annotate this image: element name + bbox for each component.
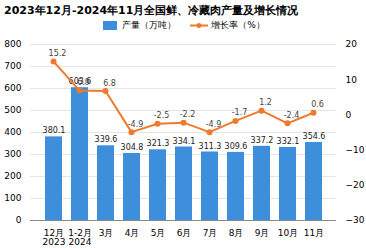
svg-text:100: 100 — [4, 193, 21, 203]
svg-text:309.6: 309.6 — [225, 142, 248, 151]
svg-text:11月: 11月 — [304, 228, 324, 238]
svg-text:12月2023: 12月2023 — [43, 228, 66, 247]
svg-text:-2.4: -2.4 — [284, 111, 300, 120]
svg-text:311.3: 311.3 — [199, 142, 222, 151]
html-text:2023年12月-2024年11月全国鲜、冷藏肉产量及增长情: 2023年12月-2024年11月全国鲜、冷藏肉产量及增长情况 — [4, 4, 299, 17]
svg-text:6.9: 6.9 — [77, 78, 90, 87]
svg-text:−10: −10 — [346, 145, 365, 155]
svg-text:354.6: 354.6 — [303, 132, 326, 141]
svg-text:−20: −20 — [346, 180, 365, 190]
svg-text:-2.5: -2.5 — [154, 111, 170, 120]
svg-text:400: 400 — [4, 127, 21, 137]
svg-text:0.6: 0.6 — [311, 100, 324, 109]
svg-text:9月: 9月 — [255, 228, 270, 238]
svg-text:6.8: 6.8 — [103, 79, 116, 88]
svg-text:0: 0 — [16, 215, 22, 225]
svg-text:304.8: 304.8 — [121, 143, 144, 152]
svg-text:3月: 3月 — [99, 228, 114, 238]
svg-text:700: 700 — [4, 61, 21, 71]
svg-text:15.2: 15.2 — [49, 49, 67, 58]
svg-text:7月: 7月 — [203, 228, 218, 238]
svg-text:339.6: 339.6 — [95, 135, 118, 144]
svg-text:-4.9: -4.9 — [128, 120, 144, 129]
svg-text:300: 300 — [4, 149, 21, 159]
html-text:产量（万吨）: 产量（万吨） — [122, 19, 177, 30]
svg-text:0: 0 — [346, 110, 352, 120]
svg-text:-2.2: -2.2 — [180, 110, 196, 119]
svg-text:1-2月2024: 1-2月2024 — [68, 228, 92, 247]
svg-text:-1.7: -1.7 — [232, 108, 248, 117]
svg-text:-4.9: -4.9 — [206, 120, 222, 129]
svg-text:10: 10 — [346, 75, 358, 85]
html-text:增长率（%）: 增长率（%） — [211, 19, 265, 30]
svg-text:5月: 5月 — [151, 228, 166, 238]
svg-text:500: 500 — [4, 105, 21, 115]
svg-text:6月: 6月 — [177, 228, 192, 238]
svg-text:800: 800 — [4, 39, 21, 49]
svg-text:600: 600 — [4, 83, 21, 93]
svg-text:337.2: 337.2 — [251, 136, 274, 145]
svg-text:1.2: 1.2 — [259, 98, 272, 107]
svg-text:4月: 4月 — [125, 228, 140, 238]
svg-text:10月: 10月 — [278, 228, 298, 238]
svg-text:321.3: 321.3 — [147, 139, 170, 148]
svg-text:334.1: 334.1 — [173, 137, 196, 146]
svg-text:332.1: 332.1 — [277, 137, 300, 146]
svg-text:380.1: 380.1 — [43, 126, 66, 135]
svg-text:−30: −30 — [346, 215, 365, 225]
svg-text:200: 200 — [4, 171, 21, 181]
svg-text:603.6: 603.6 — [68, 77, 92, 87]
svg-text:8月: 8月 — [229, 228, 244, 238]
svg-text:20: 20 — [346, 39, 358, 49]
